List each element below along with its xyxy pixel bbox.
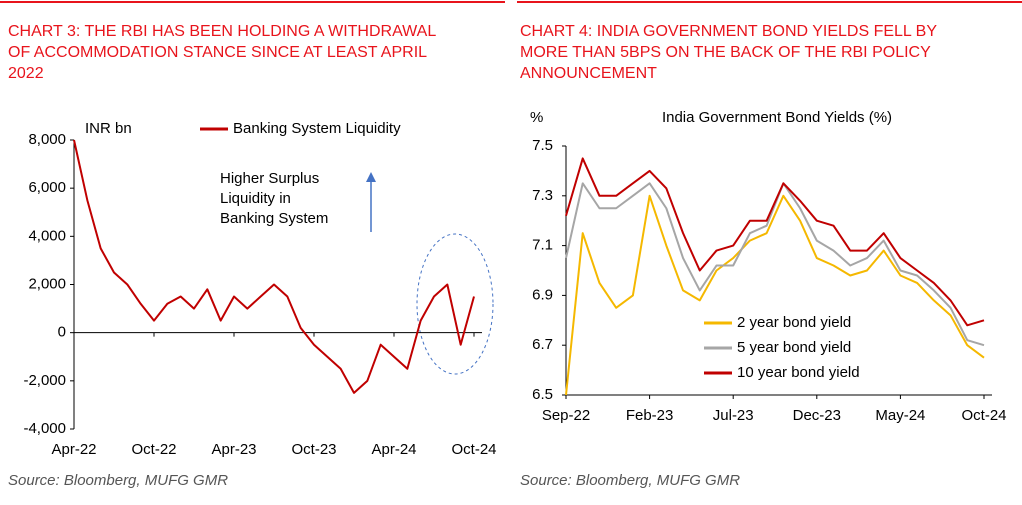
series-line [565,182,985,347]
y-tick-label: 6.7 [532,336,553,353]
chart-title: ANNOUNCEMENT [520,65,657,82]
y-tick-label: 7.3 [532,187,553,204]
y-tick-label: 7.5 [532,137,553,154]
legend-label: 10 year bond yield [737,364,860,381]
x-tick-label: Oct-23 [291,441,336,458]
annotation: Liquidity in [220,190,291,207]
x-tick-label: Dec-23 [793,407,841,424]
legend-label: 5 year bond yield [737,339,851,356]
x-tick-label: Oct-22 [131,441,176,458]
source: Source: Bloomberg, MUFG GMR [520,472,740,489]
chart-title: 2022 [8,65,44,82]
subtitle: India Government Bond Yields (%) [662,109,892,126]
y-tick-label: 7.1 [532,237,553,254]
x-tick-label: Apr-24 [371,441,416,458]
x-tick-label: Jul-23 [713,407,754,424]
arrow-head [366,172,376,182]
y-tick-label: 6.5 [532,386,553,403]
chart-title: CHART 3: THE RBI HAS BEEN HOLDING A WITH… [8,23,436,40]
unit-label: % [530,109,543,126]
x-tick-label: Apr-22 [51,441,96,458]
series-line [565,157,985,327]
unit-label: INR bn [85,120,132,137]
y-tick-label: 0 [58,324,66,341]
y-tick-label: -2,000 [23,372,66,389]
y-tick-label: 8,000 [28,131,66,148]
highlight-ellipse [416,233,494,375]
series-line [565,194,985,396]
annotation: Higher Surplus [220,170,319,187]
source: Source: Bloomberg, MUFG GMR [8,472,228,489]
annotation: Banking System [220,210,328,227]
y-tick-label: 4,000 [28,227,66,244]
y-tick-label: 6.9 [532,286,553,303]
chart-title: CHART 4: INDIA GOVERNMENT BOND YIELDS FE… [520,23,937,40]
x-tick-label: Oct-24 [961,407,1006,424]
x-tick-label: Feb-23 [626,407,674,424]
series-line [73,139,475,394]
legend-label: Banking System Liquidity [233,120,401,137]
chart-title: MORE THAN 5BPS ON THE BACK OF THE RBI PO… [520,44,931,61]
y-tick-label: -4,000 [23,420,66,437]
x-tick-label: Sep-22 [542,407,590,424]
x-tick-label: Apr-23 [211,441,256,458]
legend-label: 2 year bond yield [737,314,851,331]
chart-title: OF ACCOMMODATION STANCE SINCE AT LEAST A… [8,44,427,61]
y-tick-label: 6,000 [28,179,66,196]
x-tick-label: Oct-24 [451,441,496,458]
x-tick-label: May-24 [875,407,925,424]
y-tick-label: 2,000 [28,275,66,292]
